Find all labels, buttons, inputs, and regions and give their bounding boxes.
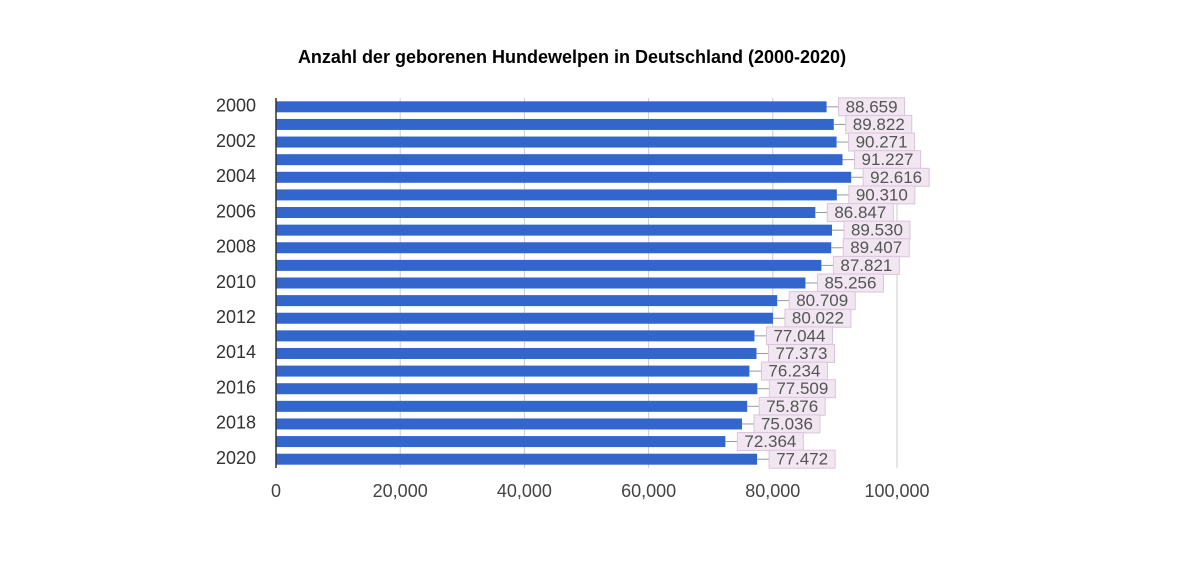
bar: [276, 207, 816, 219]
y-tick-label: 2014: [216, 342, 256, 362]
value-label: 89.407: [850, 238, 902, 257]
x-tick-label: 40,000: [497, 481, 552, 501]
y-tick-label: 2006: [216, 201, 256, 221]
x-tick-label: 80,000: [745, 481, 800, 501]
bar: [276, 118, 834, 130]
y-tick-label: 2016: [216, 377, 256, 397]
value-label: 80.022: [792, 309, 844, 328]
value-label: 89.822: [853, 115, 905, 134]
bar: [276, 347, 757, 359]
value-label: 77.472: [776, 450, 828, 469]
value-label: 80.709: [796, 291, 848, 310]
x-tick-label: 0: [271, 481, 281, 501]
bar: [276, 383, 758, 395]
bar: [276, 242, 832, 254]
value-label: 75.036: [761, 414, 813, 433]
y-tick-label: 2008: [216, 237, 256, 257]
value-label: 88.659: [846, 97, 898, 116]
y-tick-label: 2004: [216, 166, 256, 186]
bar: [276, 312, 773, 324]
value-label: 90.310: [856, 185, 908, 204]
bar: [276, 259, 822, 271]
value-label: 75.876: [766, 397, 818, 416]
bar: [276, 136, 837, 148]
value-label: 86.847: [834, 203, 886, 222]
value-label: 77.044: [773, 326, 825, 345]
value-label: 92.616: [870, 168, 922, 187]
bar: [276, 418, 742, 430]
x-tick-label: 20,000: [373, 481, 428, 501]
value-label: 89.530: [851, 221, 903, 240]
bar: [276, 171, 852, 183]
value-label: 91.227: [862, 150, 914, 169]
bar: [276, 436, 726, 448]
value-label: 72.364: [744, 432, 796, 451]
value-label: 77.509: [776, 379, 828, 398]
value-label: 77.373: [775, 344, 827, 363]
value-label: 87.821: [840, 256, 892, 275]
value-label: 76.234: [768, 362, 820, 381]
y-tick-label: 2000: [216, 96, 256, 116]
bar: [276, 101, 827, 113]
bar: [276, 277, 806, 289]
bar: [276, 189, 837, 201]
value-label: 90.271: [856, 133, 908, 152]
bar: [276, 295, 778, 307]
x-tick-label: 60,000: [621, 481, 676, 501]
bar: [276, 453, 758, 465]
bar: [276, 154, 843, 166]
bar: [276, 330, 755, 342]
bar: [276, 365, 750, 377]
label-box: [768, 449, 836, 469]
y-tick-label: 2002: [216, 131, 256, 151]
bar: [276, 400, 748, 412]
y-tick-label: 2020: [216, 448, 256, 468]
y-tick-label: 2010: [216, 272, 256, 292]
chart-title: Anzahl der geborenen Hundewelpen in Deut…: [298, 47, 846, 67]
value-label: 85.256: [824, 273, 876, 292]
x-tick-label: 100,000: [864, 481, 929, 501]
y-tick-label: 2012: [216, 307, 256, 327]
y-tick-label: 2018: [216, 413, 256, 433]
bar: [276, 224, 832, 236]
